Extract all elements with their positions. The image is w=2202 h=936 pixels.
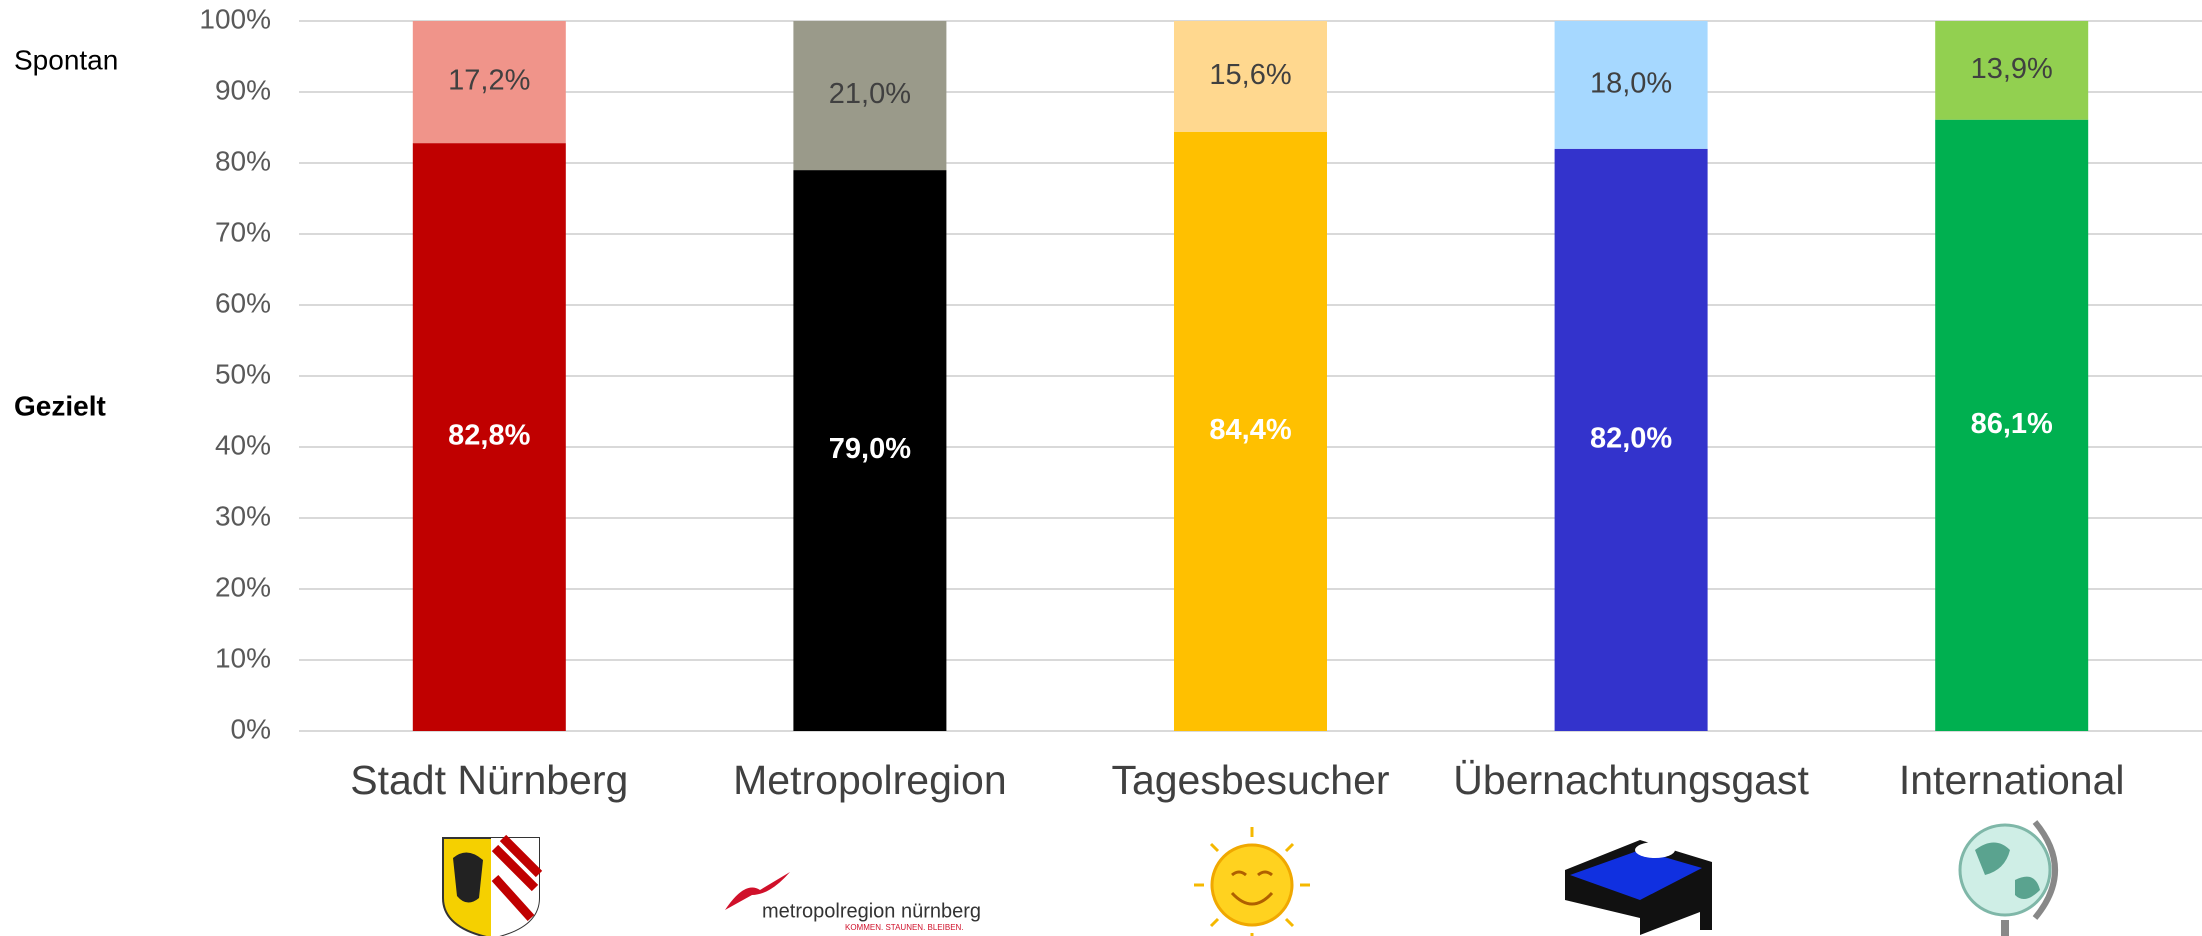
bar-segment — [1935, 119, 2089, 731]
bar-segment — [1935, 21, 2089, 120]
x-tick-label: Stadt Nürnberg — [350, 757, 628, 803]
logo-slogan: KOMMEN. STAUNEN. BLEIBEN. — [845, 923, 964, 932]
x-tick-label: Übernachtungsgast — [1453, 757, 1809, 803]
x-tick-label: Metropolregion — [733, 757, 1007, 803]
data-label: 15,6% — [1209, 59, 1291, 91]
y-tick-label: 40% — [215, 429, 271, 460]
x-tick-label: International — [1899, 757, 2125, 803]
bar-segment — [1554, 21, 1708, 149]
metropolregion-logo: metropolregion nürnberg KOMMEN. STAUNEN.… — [725, 872, 981, 932]
bed-icon — [1565, 840, 1712, 935]
bar-segment — [1554, 148, 1708, 732]
bar-segment — [1174, 131, 1327, 731]
y-tick-label: 80% — [215, 145, 271, 176]
bar-segment — [1174, 21, 1327, 132]
y-tick-label: 90% — [215, 74, 271, 105]
y-tick-label: 60% — [215, 287, 271, 318]
coat-of-arms-icon — [442, 834, 543, 936]
y-tick-label: 50% — [215, 358, 271, 389]
data-label: 84,4% — [1209, 414, 1291, 446]
bar-segment — [793, 21, 947, 171]
data-label: 79,0% — [829, 433, 911, 465]
y-tick-label: 0% — [231, 713, 271, 744]
data-label: 82,0% — [1590, 423, 1672, 455]
data-label: 17,2% — [448, 65, 530, 97]
sun-icon — [1194, 827, 1310, 936]
data-label: 18,0% — [1590, 68, 1672, 100]
y-tick-label: 70% — [215, 216, 271, 247]
logo-name: metropolregion nürnberg — [762, 900, 981, 922]
x-tick-label: Tagesbesucher — [1111, 757, 1389, 803]
y-tick-label: 100% — [199, 3, 271, 34]
legend-label: Spontan — [14, 44, 118, 75]
y-tick-label: 10% — [215, 642, 271, 673]
globe-icon — [1958, 820, 2058, 936]
data-label: 13,9% — [1971, 53, 2053, 85]
bar-segment — [412, 21, 566, 144]
y-tick-label: 30% — [215, 500, 271, 531]
legend-label: Gezielt — [14, 390, 106, 421]
y-tick-label: 20% — [215, 571, 271, 602]
bar-segment — [412, 143, 566, 731]
data-label: 21,0% — [829, 78, 911, 110]
data-label: 82,8% — [448, 420, 530, 452]
data-label: 86,1% — [1971, 408, 2053, 440]
bar-segment — [793, 170, 947, 732]
